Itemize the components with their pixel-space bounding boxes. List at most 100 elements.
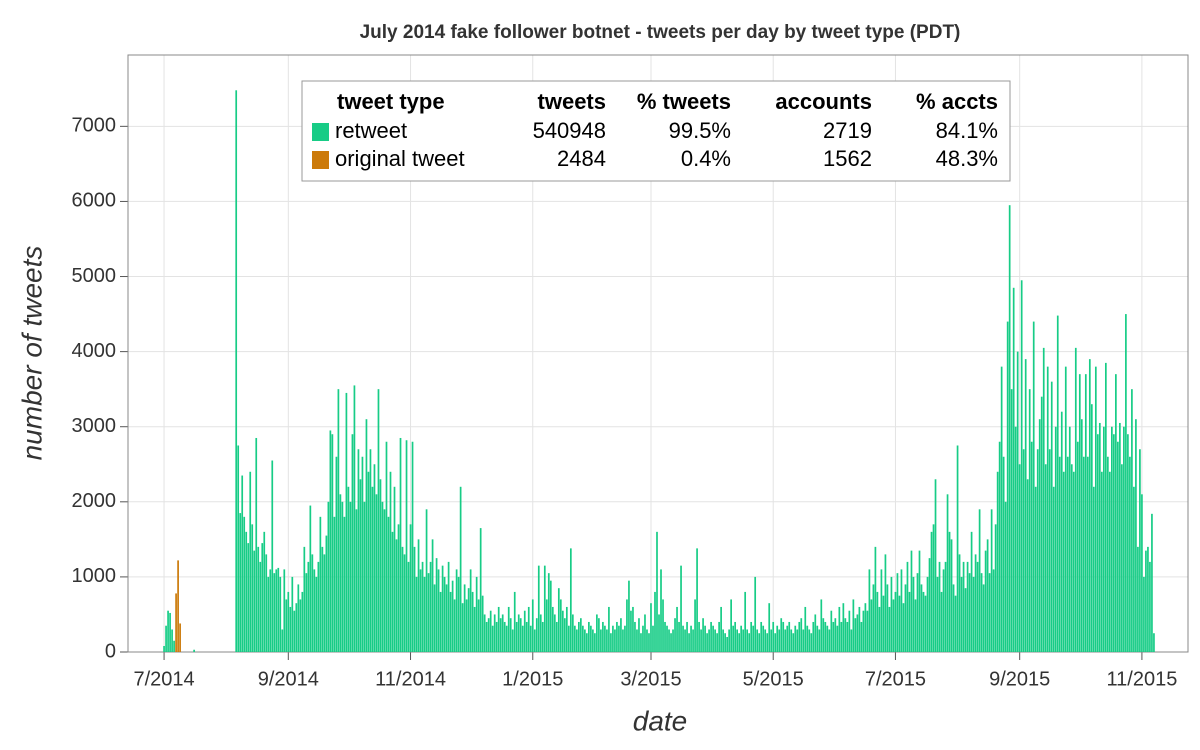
y-tick-label: 3000 — [72, 415, 117, 437]
bar — [525, 621, 528, 652]
bar — [976, 561, 979, 652]
bar — [287, 591, 290, 652]
bar — [938, 561, 941, 652]
bar — [1002, 456, 1005, 652]
bar — [455, 569, 458, 652]
bar — [485, 621, 488, 652]
bar — [1100, 471, 1103, 652]
bar — [750, 621, 753, 652]
bar — [163, 645, 165, 652]
bar — [1074, 347, 1077, 652]
bar — [1000, 366, 1003, 652]
bar — [1125, 314, 1127, 652]
bar — [249, 471, 252, 652]
bar — [644, 614, 646, 652]
bar — [942, 569, 945, 652]
bar — [1060, 411, 1063, 652]
bar — [978, 509, 981, 652]
bar — [680, 565, 682, 652]
bar — [704, 625, 706, 652]
bar — [519, 618, 522, 652]
bar — [700, 629, 702, 652]
bar — [944, 561, 947, 652]
bar — [834, 618, 837, 652]
bar — [864, 603, 867, 652]
bar — [1014, 426, 1017, 652]
bar — [970, 531, 973, 652]
bar — [537, 565, 540, 652]
bar — [584, 629, 586, 652]
bar — [586, 633, 588, 652]
bar — [604, 625, 606, 652]
legend-cell: 48.3% — [936, 146, 998, 171]
bar — [958, 554, 961, 652]
bar — [1115, 374, 1117, 652]
bar — [1078, 374, 1081, 652]
bar — [1072, 471, 1075, 652]
bar — [794, 625, 797, 652]
bar — [281, 629, 284, 652]
bar — [463, 584, 466, 652]
bar — [423, 576, 426, 652]
bar — [1038, 419, 1041, 652]
bar — [471, 591, 474, 652]
bar — [1129, 456, 1131, 652]
bar — [305, 573, 308, 652]
bar — [818, 629, 821, 652]
bar — [433, 584, 436, 652]
bar — [475, 576, 478, 652]
bar — [928, 558, 931, 652]
bar — [878, 606, 881, 652]
bar — [267, 576, 270, 652]
bar — [505, 625, 508, 652]
bar — [377, 389, 380, 652]
bar — [798, 621, 801, 652]
bar — [784, 629, 787, 652]
x-tick-label: 1/2015 — [502, 668, 563, 690]
bar — [493, 614, 496, 652]
bar — [539, 614, 542, 652]
bar — [802, 629, 805, 652]
bar — [369, 449, 372, 652]
bar — [427, 573, 430, 652]
bar — [319, 516, 322, 652]
bar — [383, 509, 386, 652]
bar — [549, 580, 552, 652]
bar — [289, 606, 292, 652]
bar — [580, 618, 582, 652]
bar — [309, 505, 312, 652]
bar — [670, 633, 672, 652]
bar — [822, 618, 825, 652]
bar — [1092, 486, 1095, 652]
bar — [371, 486, 374, 652]
bar — [1119, 422, 1121, 652]
bar — [1050, 381, 1053, 652]
bar — [1086, 456, 1089, 652]
bar — [694, 599, 696, 652]
bar — [1064, 366, 1067, 652]
bar — [686, 621, 688, 652]
bar — [702, 618, 704, 652]
bar — [1104, 362, 1107, 652]
bar — [1145, 550, 1147, 652]
bar — [754, 576, 757, 652]
bar — [626, 599, 628, 652]
bar — [860, 621, 863, 652]
bar — [483, 614, 486, 652]
bar — [561, 610, 564, 652]
bar — [359, 479, 362, 652]
bar — [315, 576, 318, 652]
bar — [237, 445, 240, 652]
bar — [748, 633, 751, 652]
bar — [357, 449, 360, 652]
bar — [874, 546, 877, 652]
x-tick-label: 11/2015 — [1107, 668, 1178, 690]
bar — [994, 524, 997, 652]
bar — [808, 629, 811, 652]
bar — [588, 621, 590, 652]
bar — [317, 561, 320, 652]
bar — [848, 610, 851, 652]
bar — [395, 539, 398, 652]
bar — [980, 573, 983, 652]
